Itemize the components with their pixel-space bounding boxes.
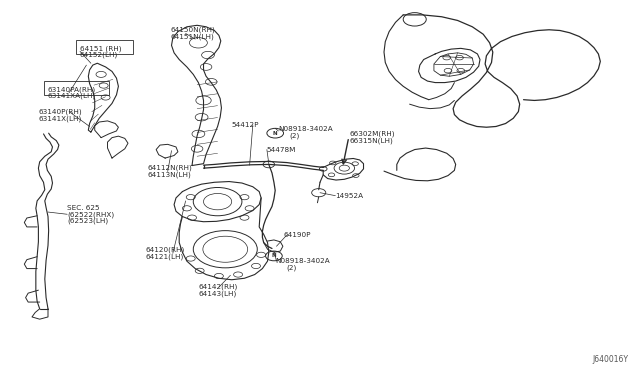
Text: (62523(LH): (62523(LH) [67, 218, 108, 224]
Text: J640016Y: J640016Y [593, 355, 628, 364]
Text: N08918-3402A: N08918-3402A [278, 126, 333, 132]
Text: 64151 (RH): 64151 (RH) [80, 45, 122, 52]
Text: 64142(RH): 64142(RH) [198, 284, 237, 291]
Text: 14952A: 14952A [335, 193, 364, 199]
Text: 64113N(LH): 64113N(LH) [147, 171, 191, 178]
Text: 64112N(RH): 64112N(RH) [147, 165, 192, 171]
Text: (2): (2) [287, 264, 297, 271]
Text: 64152(LH): 64152(LH) [80, 52, 118, 58]
Text: 66315N(LH): 66315N(LH) [349, 137, 393, 144]
Text: 64190P: 64190P [284, 232, 311, 238]
Text: 54478M: 54478M [267, 147, 296, 153]
Text: 63141X(LH): 63141X(LH) [38, 115, 82, 122]
Text: 64151N(LH): 64151N(LH) [171, 33, 214, 40]
Text: 54412P: 54412P [232, 122, 259, 128]
Text: 64120(RH): 64120(RH) [146, 247, 185, 253]
Text: 63140P(RH): 63140P(RH) [38, 108, 82, 115]
Text: N: N [273, 131, 278, 136]
Text: 63140PA(RH): 63140PA(RH) [48, 86, 96, 93]
Text: 64121(LH): 64121(LH) [146, 253, 184, 260]
Text: SEC. 625: SEC. 625 [67, 205, 100, 211]
Text: 64143(LH): 64143(LH) [198, 291, 237, 297]
Text: 63141XA(LH): 63141XA(LH) [48, 93, 96, 99]
Text: 64150N(RH): 64150N(RH) [171, 26, 216, 33]
Text: N08918-3402A: N08918-3402A [275, 258, 330, 264]
Text: (2): (2) [289, 133, 300, 140]
Text: (62522(RHX): (62522(RHX) [67, 211, 115, 218]
Text: N: N [271, 253, 276, 259]
Text: 66302M(RH): 66302M(RH) [349, 131, 395, 137]
